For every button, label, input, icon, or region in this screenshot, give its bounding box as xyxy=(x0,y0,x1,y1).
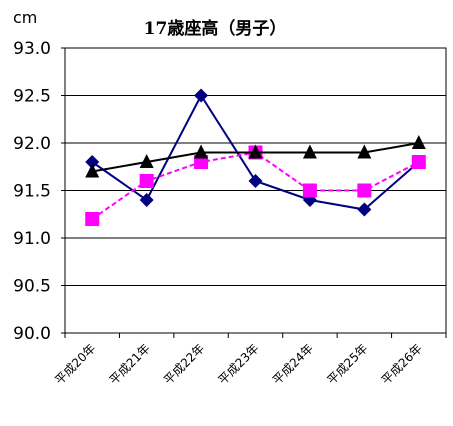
x-tick-label: 平成22年 xyxy=(161,341,207,387)
y-axis-ticks: 90.0 90.5 91.0 91.5 92.0 92.5 93.0 xyxy=(13,39,65,344)
x-axis-ticks: 平成20年 平成21年 平成22年 平成23年 平成24年 平成25年 平成26年 xyxy=(52,333,447,387)
data-point-diamond xyxy=(139,193,154,207)
y-tick-label: 91.0 xyxy=(13,229,51,249)
data-point-triangle xyxy=(357,144,372,159)
data-point-triangle xyxy=(194,144,209,159)
x-tick-label: 平成24年 xyxy=(270,341,316,387)
x-tick-label: 平成21年 xyxy=(107,341,153,387)
data-point-triangle xyxy=(85,163,100,178)
data-point-square xyxy=(302,183,317,198)
y-tick-label: 92.0 xyxy=(13,134,51,154)
y-tick-label: 93.0 xyxy=(13,39,51,59)
x-tick-label: 平成20年 xyxy=(52,341,98,387)
data-point-triangle xyxy=(248,144,263,159)
data-point-diamond xyxy=(194,88,209,103)
x-tick-label: 平成26年 xyxy=(379,341,425,387)
data-point-triangle xyxy=(411,135,426,149)
series-group xyxy=(85,88,426,226)
data-point-diamond xyxy=(85,155,100,169)
x-tick-label: 平成25年 xyxy=(324,341,370,387)
data-point-square xyxy=(411,155,426,169)
y-tick-label: 90.0 xyxy=(13,324,51,344)
y-tick-label: 92.5 xyxy=(13,87,51,107)
data-point-triangle xyxy=(139,154,154,168)
chart-title: 17歳座高（男子） xyxy=(144,18,287,39)
data-point-triangle xyxy=(302,144,317,159)
y-tick-label: 91.5 xyxy=(13,182,51,202)
x-tick-label: 平成23年 xyxy=(215,341,261,387)
data-point-square xyxy=(357,183,372,198)
data-point-square xyxy=(85,212,100,226)
y-axis-unit-label: cm xyxy=(13,8,37,27)
data-point-diamond xyxy=(248,174,263,188)
grid-lines xyxy=(65,95,446,286)
data-point-diamond xyxy=(357,202,372,217)
y-tick-label: 90.5 xyxy=(13,277,51,297)
series-triangle xyxy=(85,135,426,178)
data-point-square xyxy=(139,174,154,188)
